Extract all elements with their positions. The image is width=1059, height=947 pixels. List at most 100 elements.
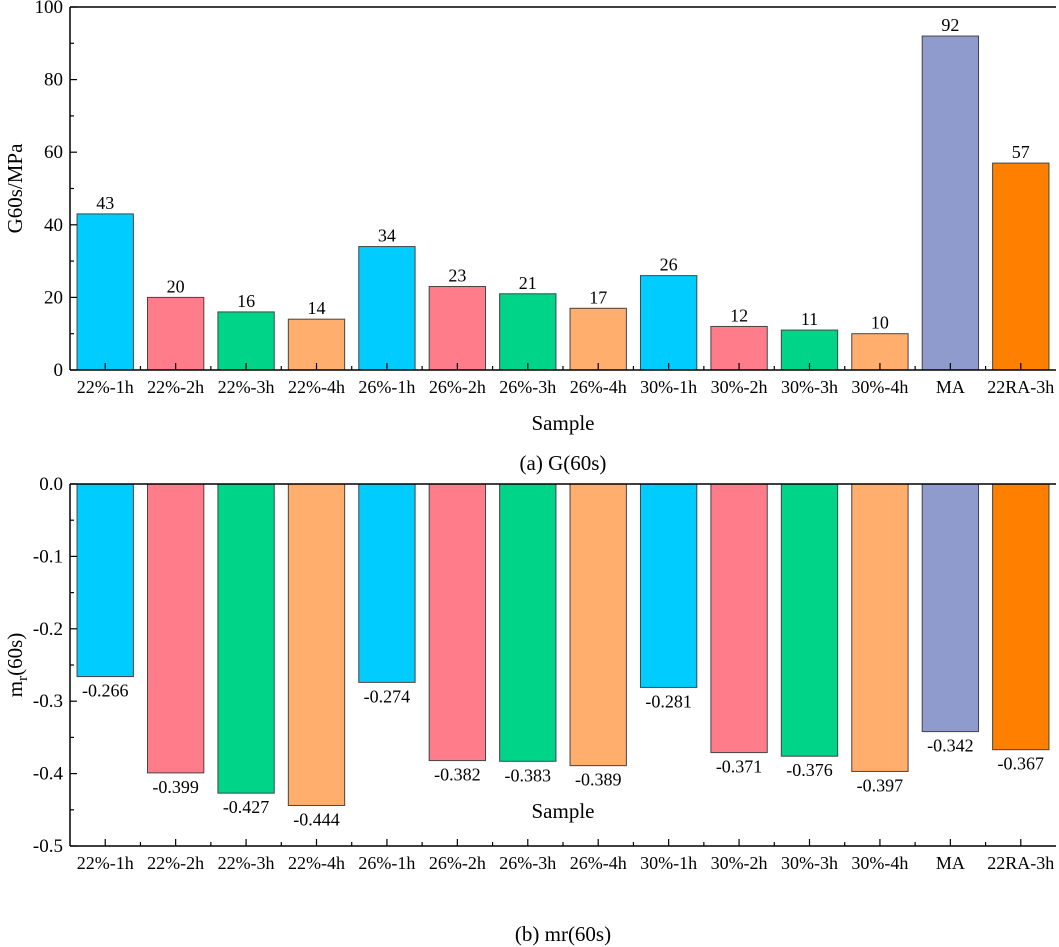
bar (851, 483, 909, 772)
x-tick-label: 30%-2h (711, 853, 768, 873)
bar (710, 325, 768, 371)
bar (710, 483, 768, 754)
x-tick-label: 26%-2h (429, 377, 486, 397)
x-tick-label: 22RA-3h (987, 377, 1054, 397)
y-tick-label: 80 (44, 70, 63, 91)
y-tick-label: -0.1 (33, 546, 63, 567)
bar (287, 483, 346, 806)
bar (217, 311, 275, 371)
data-label: 92 (941, 15, 959, 35)
y-axis-label: mr(60s) (3, 633, 31, 698)
x-tick-label: MA (936, 853, 965, 873)
bar (358, 246, 416, 371)
x-tick-label: 30%-3h (781, 377, 838, 397)
y-tick-label: 0 (54, 360, 64, 381)
data-label: 20 (167, 276, 185, 296)
data-label: -0.371 (716, 757, 763, 777)
x-tick-label: 22%-4h (288, 377, 345, 397)
bar (569, 483, 627, 767)
data-label: 12 (730, 305, 748, 325)
data-label: -0.382 (434, 765, 481, 785)
y-tick-label: -0.3 (33, 691, 63, 712)
x-tick-label: 22RA-3h (987, 853, 1054, 873)
bar (499, 293, 557, 371)
data-label: 57 (1012, 142, 1030, 162)
x-tick-label: 26%-3h (499, 377, 556, 397)
chart-panel-b: -0.266 22%-1h -0.399 22%-2h -0.427 22%-3h -0.4… (3, 474, 1056, 946)
x-tick-label: 30%-2h (711, 377, 768, 397)
bar (146, 296, 205, 371)
y-tick-label: 20 (44, 287, 63, 308)
x-tick-label: 22%-1h (77, 853, 134, 873)
x-tick-label: 30%-1h (640, 377, 697, 397)
bar (358, 483, 416, 683)
data-label: -0.397 (857, 775, 904, 795)
chart-panel-a: 43 22%-1h 20 22%-2h 16 22%-3h 14 22%-4h 34 26%-1h… (3, 0, 1056, 475)
x-tick-label: 30%-3h (781, 853, 838, 873)
data-label: 26 (660, 255, 678, 275)
data-label: -0.383 (505, 765, 552, 785)
bar (639, 483, 698, 688)
data-label: 14 (308, 298, 326, 318)
y-axis-label-main: m (3, 681, 27, 697)
y-tick-label: 100 (35, 0, 64, 18)
x-tick-label: 22%-3h (218, 377, 275, 397)
bar (428, 483, 487, 762)
data-label: 17 (589, 287, 607, 307)
data-label: -0.274 (364, 686, 411, 706)
data-label: 10 (871, 313, 889, 333)
x-tick-label: 30%-4h (851, 853, 908, 873)
x-tick-label: 22%-2h (147, 853, 204, 873)
bar (428, 286, 487, 371)
y-axis-label-subscript: r (15, 676, 31, 681)
y-tick-label: -0.5 (33, 836, 63, 857)
bar (639, 275, 698, 371)
data-label: 23 (448, 266, 466, 286)
bar (780, 483, 839, 757)
y-tick-label: 60 (44, 142, 63, 163)
bar (287, 318, 346, 371)
x-tick-label: MA (936, 377, 965, 397)
x-tick-label: 22%-1h (77, 377, 134, 397)
data-label: 21 (519, 273, 537, 293)
x-tick-label: 26%-1h (358, 853, 415, 873)
data-label: -0.342 (927, 736, 974, 756)
x-axis-label: Sample (532, 799, 595, 823)
data-label: -0.444 (293, 809, 340, 829)
x-tick-label: 26%-2h (429, 853, 486, 873)
bar (921, 35, 980, 371)
y-axis-label: G60s/MPa (3, 143, 27, 234)
bar (76, 483, 134, 678)
data-label: -0.399 (152, 777, 199, 797)
figure-caption: (a) G(60s) (520, 451, 607, 475)
bar (146, 483, 205, 774)
bar (921, 483, 980, 733)
x-tick-label: 22%-3h (218, 853, 275, 873)
data-label: -0.376 (786, 760, 833, 780)
bar (992, 162, 1050, 371)
data-label: -0.427 (223, 797, 270, 817)
y-tick-label: -0.2 (33, 619, 63, 640)
x-axis-label: Sample (532, 411, 595, 435)
bar (569, 307, 627, 371)
x-tick-label: 22%-2h (147, 377, 204, 397)
x-tick-label: 26%-4h (570, 853, 627, 873)
bar (217, 483, 275, 794)
bar (499, 483, 557, 762)
x-tick-label: 26%-1h (358, 377, 415, 397)
x-tick-label: 26%-3h (499, 853, 556, 873)
y-axis-label-tail: (60s) (3, 633, 27, 676)
figure-caption: (b) mr(60s) (515, 922, 611, 946)
x-tick-label: 26%-4h (570, 377, 627, 397)
data-label: -0.389 (575, 770, 622, 790)
data-label: -0.367 (998, 754, 1045, 774)
data-label: 43 (96, 193, 114, 213)
bar (992, 483, 1050, 751)
data-label: -0.266 (82, 681, 129, 701)
bar (76, 213, 134, 371)
x-tick-label: 30%-1h (640, 853, 697, 873)
y-tick-label: 40 (44, 215, 63, 236)
data-label: -0.281 (645, 691, 692, 711)
data-label: 16 (237, 291, 255, 311)
